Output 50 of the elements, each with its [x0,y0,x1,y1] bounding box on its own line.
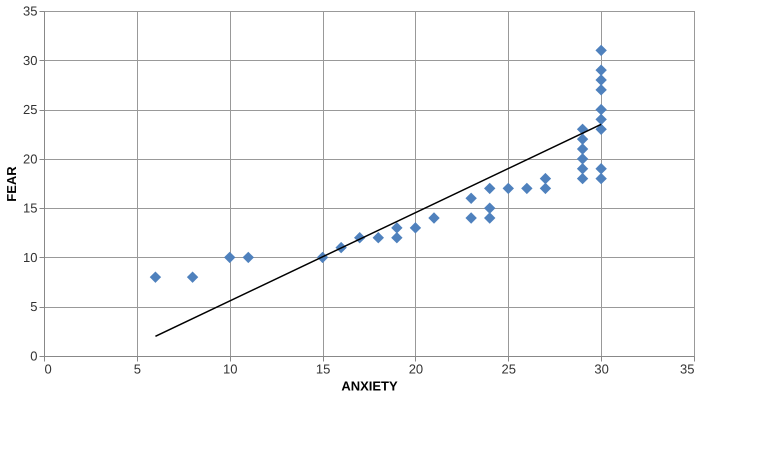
x-tick-label: 35 [680,362,694,376]
y-tick-label: 30 [23,52,38,68]
point [484,182,496,194]
point [576,143,588,155]
point [595,172,607,184]
y-tick-label: 5 [30,299,38,314]
point [391,222,403,234]
y-tick-label: 35 [23,4,38,18]
point [242,252,254,264]
point [595,44,607,56]
x-tick-label: 15 [316,362,330,376]
x-axis-title: ANXIETY [341,378,398,394]
point [186,271,198,283]
point [540,182,552,194]
point [372,232,384,244]
point [595,74,607,86]
point [465,192,477,204]
point [150,271,162,283]
point [224,252,236,264]
point [576,133,588,145]
point [595,84,607,96]
point [595,64,607,76]
point [595,114,607,126]
point [428,212,440,224]
x-tick-label: 5 [134,362,141,376]
x-tick-label: 20 [408,362,424,376]
y-tick-label: 10 [23,250,38,265]
point [391,232,403,244]
x-tick-label: 10 [222,362,238,376]
point [502,182,514,194]
point [576,172,588,184]
point [576,153,588,165]
point [410,222,422,234]
point [576,163,588,174]
y-tick-label: 25 [23,102,38,118]
point [521,182,533,194]
point [595,124,607,135]
x-tick-label: 30 [594,362,609,376]
x-tick-label: 25 [502,362,516,376]
point [595,163,607,174]
y-tick-label: 0 [30,348,38,364]
y-tick-label: 15 [23,200,38,216]
point [465,212,477,224]
x-tick-label: 0 [44,362,52,376]
y-axis-title: FEAR [4,166,20,202]
y-tick-label: 20 [23,151,38,166]
point [484,212,496,224]
point [484,202,496,214]
point [595,104,607,116]
point [540,172,552,184]
